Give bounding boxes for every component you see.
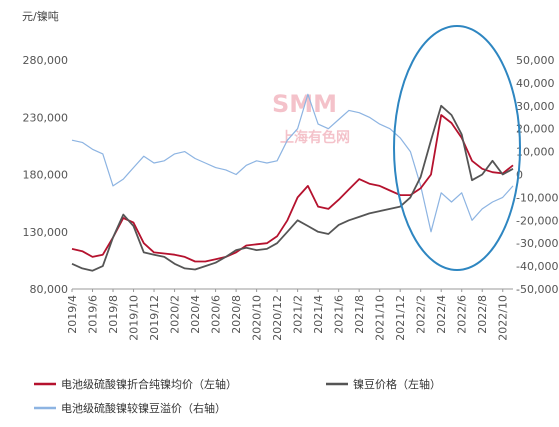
x-tick-label: 2020/2 xyxy=(169,295,182,334)
x-tick-label: 2019/12 xyxy=(148,295,161,341)
right-tick-label: -50,000 xyxy=(516,283,558,296)
legend-label: 电池级硫酸镍较镍豆溢价（右轴） xyxy=(61,401,226,415)
right-tick-label: -20,000 xyxy=(516,214,558,227)
series-line xyxy=(71,104,514,272)
x-tick-label: 2021/12 xyxy=(394,295,407,341)
right-tick-label: 50,000 xyxy=(516,54,555,67)
right-tick-label: 20,000 xyxy=(516,123,555,136)
left-axis-ticks: 80,000 130,000 180,000 230,000 280,000 xyxy=(23,54,69,296)
series-lines xyxy=(71,93,514,272)
left-tick-label: 230,000 xyxy=(23,111,69,124)
x-tick-label: 2020/10 xyxy=(251,295,264,341)
highlight-ellipse xyxy=(393,25,521,271)
left-tick-label: 130,000 xyxy=(23,226,69,239)
x-tick-label: 2022/10 xyxy=(497,295,510,341)
series-line xyxy=(71,114,514,263)
x-tick-label: 2021/2 xyxy=(292,295,305,334)
x-axis-ticks: 2019/4 2019/6 2019/8 2019/10 2019/12 2020/2 20… xyxy=(66,289,510,341)
right-tick-label: -40,000 xyxy=(516,260,558,273)
x-tick-label: 2022/6 xyxy=(456,295,469,334)
x-tick-label: 2022/8 xyxy=(476,295,489,334)
unit-label: 元/镍吨 xyxy=(22,9,59,23)
x-tick-label: 2021/8 xyxy=(353,295,366,334)
left-tick-label: 180,000 xyxy=(23,169,69,182)
right-tick-label: -30,000 xyxy=(516,237,558,250)
x-tick-label: 2019/10 xyxy=(128,295,141,341)
right-tick-label: 30,000 xyxy=(516,100,555,113)
x-tick-label: 2022/4 xyxy=(435,295,448,334)
x-tick-label: 2021/4 xyxy=(312,295,325,334)
x-tick-label: 2022/2 xyxy=(415,295,428,334)
x-tick-label: 2020/8 xyxy=(230,295,243,334)
x-tick-label: 2020/6 xyxy=(210,295,223,334)
x-tick-label: 2019/4 xyxy=(66,295,79,334)
legend: 电池级硫酸镍折合纯镍均价（左轴） 镍豆价格（左轴） 电池级硫酸镍较镍豆溢价（右轴） xyxy=(34,377,441,415)
x-tick-label: 2020/4 xyxy=(189,295,202,334)
watermark-sub: 上海有色网 xyxy=(280,129,350,146)
right-tick-label: 10,000 xyxy=(516,146,555,159)
legend-label: 电池级硫酸镍折合纯镍均价（左轴） xyxy=(61,377,237,391)
left-tick-label: 280,000 xyxy=(23,54,69,67)
right-axis-ticks: -50,000-40,000-30,000-20,000-10,000010,0… xyxy=(516,54,558,296)
series-line xyxy=(71,93,514,233)
x-tick-label: 2019/8 xyxy=(107,295,120,334)
x-tick-label: 2019/6 xyxy=(87,295,100,334)
right-tick-label: 40,000 xyxy=(516,77,555,90)
x-tick-label: 2021/6 xyxy=(333,295,346,334)
x-tick-label: 2021/10 xyxy=(374,295,387,341)
left-tick-label: 80,000 xyxy=(30,283,69,296)
legend-label: 镍豆价格（左轴） xyxy=(353,377,441,391)
watermark-logo: SMM 上海有色网 xyxy=(272,90,350,146)
x-tick-label: 2020/12 xyxy=(271,295,284,341)
right-tick-label: -10,000 xyxy=(516,191,558,204)
